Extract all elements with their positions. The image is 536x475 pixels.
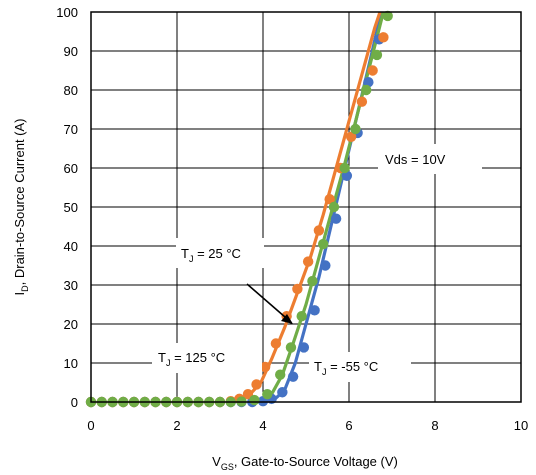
data-point-series-0 bbox=[341, 170, 353, 181]
data-point-series-2 bbox=[249, 394, 260, 406]
data-point-series-1 bbox=[356, 96, 368, 107]
data-point-series-0 bbox=[309, 305, 320, 316]
data-point-series-1 bbox=[367, 65, 378, 76]
x-tick-label: 6 bbox=[345, 418, 352, 433]
vds-label-bg bbox=[378, 144, 482, 174]
tj25-label: TJ = 25 °C bbox=[181, 246, 241, 264]
data-point-series-1 bbox=[313, 225, 325, 236]
data-point-series-0 bbox=[298, 342, 310, 353]
data-point-series-1 bbox=[251, 379, 262, 390]
y-tick-label: 90 bbox=[64, 44, 78, 59]
y-tick-label: 0 bbox=[71, 395, 78, 410]
y-axis-title: ID, Drain-to-Source Current (A) bbox=[12, 118, 30, 295]
y-tick-label: 20 bbox=[64, 317, 78, 332]
plot-area-frame bbox=[90, 11, 522, 403]
data-point-series-2 bbox=[285, 342, 297, 353]
y-tick-label: 30 bbox=[64, 278, 78, 293]
x-tick-label: 2 bbox=[173, 418, 180, 433]
tj25-arrow-head bbox=[281, 314, 293, 324]
data-point-series-2 bbox=[339, 162, 350, 174]
y-tick-label: 60 bbox=[64, 161, 78, 176]
y-tick-labels: 0 10 20 30 40 50 60 70 80 90 100 bbox=[56, 5, 78, 410]
data-point-series-0 bbox=[277, 387, 288, 398]
y-tick-label: 10 bbox=[64, 356, 78, 371]
vds-label: Vds = 10V bbox=[385, 152, 446, 167]
data-point-series-0 bbox=[363, 77, 374, 88]
tj125-label: TJ = 125 °C bbox=[158, 350, 225, 368]
data-point-series-1 bbox=[324, 194, 335, 205]
tj25-label-bg bbox=[176, 238, 264, 268]
data-point-series-1 bbox=[292, 283, 303, 295]
tjm55-label: TJ = -55 °C bbox=[314, 359, 378, 377]
y-tick-label: 80 bbox=[64, 83, 78, 98]
data-point-series-2 bbox=[350, 123, 361, 135]
data-point-series-1 bbox=[259, 361, 271, 373]
data-point-series-2 bbox=[262, 389, 273, 400]
tj125-label-bg bbox=[152, 343, 262, 373]
data-point-series-2 bbox=[318, 238, 329, 250]
data-point-series-1 bbox=[302, 256, 314, 267]
data-point-series-2 bbox=[371, 49, 383, 61]
data-point-series-2 bbox=[275, 369, 286, 380]
x-tick-labels: 0 2 4 6 8 10 bbox=[87, 418, 528, 433]
y-tick-label: 50 bbox=[64, 200, 78, 215]
data-point-series-0 bbox=[287, 371, 299, 382]
data-point-series-0 bbox=[320, 260, 331, 271]
data-point-series-0 bbox=[330, 213, 342, 224]
x-tick-label: 10 bbox=[514, 418, 528, 433]
y-tick-label: 100 bbox=[56, 5, 78, 20]
x-tick-label: 0 bbox=[87, 418, 94, 433]
y-tick-label: 70 bbox=[64, 122, 78, 137]
data-point-series-2 bbox=[382, 10, 393, 22]
x-axis-title: VGS, Gate-to-Source Voltage (V) bbox=[212, 454, 398, 472]
data-point-series-1 bbox=[378, 32, 389, 43]
y-tick-label: 40 bbox=[64, 239, 78, 254]
data-point-series-2 bbox=[307, 275, 318, 287]
data-point-series-2 bbox=[328, 201, 340, 213]
x-tick-label: 8 bbox=[431, 418, 438, 433]
data-point-series-1 bbox=[270, 338, 282, 349]
tjm55-label-bg bbox=[309, 352, 411, 382]
x-tick-label: 4 bbox=[259, 418, 266, 433]
data-point-series-2 bbox=[296, 311, 307, 322]
data-point-series-2 bbox=[361, 84, 372, 96]
data-point-series-1 bbox=[345, 131, 357, 142]
tj25-arrow-line bbox=[246, 283, 286, 318]
series-markers bbox=[85, 10, 393, 408]
